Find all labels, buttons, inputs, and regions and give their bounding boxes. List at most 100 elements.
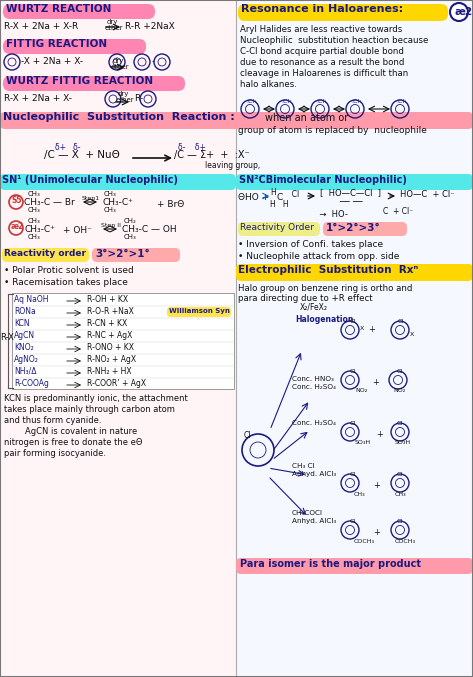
Text: Williamson Syn: Williamson Syn [169, 308, 230, 314]
Text: Cl: Cl [398, 319, 404, 324]
Text: Cl: Cl [350, 369, 356, 374]
Text: + OH⁻: + OH⁻ [63, 226, 92, 235]
Text: HO—C  + Cl⁻: HO—C + Cl⁻ [400, 190, 455, 199]
Text: X₂/FeX₂: X₂/FeX₂ [300, 303, 328, 312]
Text: NO₂: NO₂ [355, 388, 367, 393]
Text: ― ―: ― ― [340, 196, 363, 206]
Text: R-COOR’ + AgX: R-COOR’ + AgX [87, 379, 146, 388]
Text: Conc. H₂SO₄: Conc. H₂SO₄ [292, 420, 336, 426]
Text: R-O-R +NaX: R-O-R +NaX [87, 307, 134, 316]
Text: +: + [372, 378, 379, 387]
Text: X: X [410, 332, 414, 337]
Text: Step II: Step II [101, 223, 121, 228]
Text: Cl: Cl [350, 319, 356, 324]
Text: δ+   δ-: δ+ δ- [55, 143, 80, 152]
Text: SO₃H: SO₃H [355, 440, 371, 445]
Text: ether: ether [111, 64, 130, 70]
Text: Cl: Cl [350, 472, 356, 477]
Text: CH₃-C — OH: CH₃-C — OH [122, 225, 176, 234]
Text: R-R +2NaX: R-R +2NaX [125, 22, 175, 31]
Text: + BrΘ: + BrΘ [157, 200, 184, 209]
Text: AgNO₂: AgNO₂ [14, 355, 39, 364]
Text: KNO₂: KNO₂ [14, 343, 34, 352]
Text: C-Cl bond acquire partial double bond: C-Cl bond acquire partial double bond [240, 47, 404, 56]
Text: CH₃: CH₃ [28, 207, 41, 213]
Text: AgCN is covalent in nature: AgCN is covalent in nature [4, 427, 137, 436]
Text: :Cl:: :Cl: [246, 99, 256, 104]
Text: /C — X  + NuΘ: /C — X + NuΘ [44, 150, 120, 160]
Text: Cl: Cl [350, 421, 356, 426]
Text: COCH₃: COCH₃ [354, 539, 375, 544]
Text: CH₃: CH₃ [28, 191, 41, 197]
Text: CH₃COCl: CH₃COCl [292, 510, 323, 516]
Text: halo alkanes.: halo alkanes. [240, 80, 297, 89]
Text: Anhyd. AlCl₃: Anhyd. AlCl₃ [292, 518, 336, 524]
Text: Nucleophilic  Substitution  Reaction :: Nucleophilic Substitution Reaction : [3, 112, 235, 122]
Text: Conc. HNO₃: Conc. HNO₃ [292, 376, 334, 382]
Text: æ2: æ2 [454, 7, 472, 17]
Text: Step1: Step1 [82, 196, 100, 201]
Text: R-NH₂ + HX: R-NH₂ + HX [87, 367, 131, 376]
Bar [12, 293, 234, 389]
Text: Para isomer is the major product: Para isomer is the major product [240, 559, 421, 569]
Text: R-OH + KX: R-OH + KX [87, 295, 128, 304]
Text: FITTIG REACTION: FITTIG REACTION [6, 39, 107, 49]
Text: :Cl:: :Cl: [351, 99, 361, 104]
Text: Cl: Cl [397, 369, 403, 374]
FancyBboxPatch shape [3, 76, 185, 91]
Text: 1°>2°>3°: 1°>2°>3° [326, 223, 381, 233]
FancyBboxPatch shape [323, 222, 407, 236]
Text: dry: dry [107, 19, 118, 25]
Text: Halogenation: Halogenation [295, 315, 353, 324]
Text: CH₃: CH₃ [28, 234, 41, 240]
Text: -: - [152, 57, 155, 66]
FancyBboxPatch shape [167, 307, 231, 317]
Text: R-X + 2Na + X-R: R-X + 2Na + X-R [4, 22, 78, 31]
Text: R-NO₂ + AgX: R-NO₂ + AgX [87, 355, 136, 364]
Text: CH₃: CH₃ [104, 207, 117, 213]
Text: Cl: Cl [397, 472, 403, 477]
Text: COCH₃: COCH₃ [395, 539, 416, 544]
Text: æ2: æ2 [11, 222, 24, 231]
Text: RONa: RONa [14, 307, 36, 316]
Text: δ-    δ+: δ- δ+ [178, 143, 206, 152]
Text: Cl: Cl [397, 421, 403, 426]
Text: when an atom or: when an atom or [265, 113, 348, 123]
Text: • Inversion of Confi. takes place: • Inversion of Confi. takes place [238, 240, 383, 249]
Text: R-ONO + KX: R-ONO + KX [87, 343, 134, 352]
Text: CH₃: CH₃ [395, 492, 407, 497]
Text: R-: R- [134, 94, 143, 103]
Text: • Polar Protic solvent is used: • Polar Protic solvent is used [4, 266, 134, 275]
Text: para directing due to +R effect: para directing due to +R effect [238, 294, 373, 303]
Text: CH₃: CH₃ [28, 218, 41, 224]
Text: • Nucleophile attack from opp. side: • Nucleophile attack from opp. side [238, 252, 399, 261]
Text: CH₃-C⁺: CH₃-C⁺ [24, 225, 55, 234]
Text: Resonance in Haloarenes:: Resonance in Haloarenes: [241, 4, 403, 14]
Text: [  HO—​C—​Cl  ]: [ HO—​C—​Cl ] [320, 188, 381, 197]
Text: AgCN: AgCN [14, 331, 35, 340]
Text: Nucleophilic  substitution heaction because: Nucleophilic substitution heaction becau… [240, 36, 429, 45]
Text: dry: dry [113, 58, 124, 64]
Bar [0, 0, 236, 677]
Text: KCN: KCN [14, 319, 30, 328]
Text: pair forming isocyanide.: pair forming isocyanide. [4, 449, 106, 458]
FancyBboxPatch shape [238, 4, 448, 21]
Text: C: C [276, 193, 282, 202]
Text: CH₃ Cl: CH₃ Cl [292, 463, 315, 469]
Text: SN²CBimolecular Nucleophilic): SN²CBimolecular Nucleophilic) [239, 175, 407, 185]
Text: Cl: Cl [350, 519, 356, 524]
Text: +: + [368, 325, 375, 334]
Text: R-NC + AgX: R-NC + AgX [87, 331, 132, 340]
Text: KCN is predominantly ionic, the attachment: KCN is predominantly ionic, the attachme… [4, 394, 188, 403]
Text: H   H: H H [270, 200, 289, 209]
Text: -X + 2Na + X-: -X + 2Na + X- [21, 57, 83, 66]
Text: :Cl:: :Cl: [316, 99, 326, 104]
Text: CH₃: CH₃ [124, 234, 137, 240]
FancyBboxPatch shape [236, 174, 473, 190]
Text: Electrophilic  Substitution  Rxⁿ: Electrophilic Substitution Rxⁿ [238, 265, 418, 275]
Text: :Cl:: :Cl: [281, 99, 291, 104]
FancyBboxPatch shape [236, 558, 473, 574]
FancyBboxPatch shape [3, 39, 146, 54]
FancyBboxPatch shape [2, 248, 89, 262]
Text: R-CN + KX: R-CN + KX [87, 319, 127, 328]
